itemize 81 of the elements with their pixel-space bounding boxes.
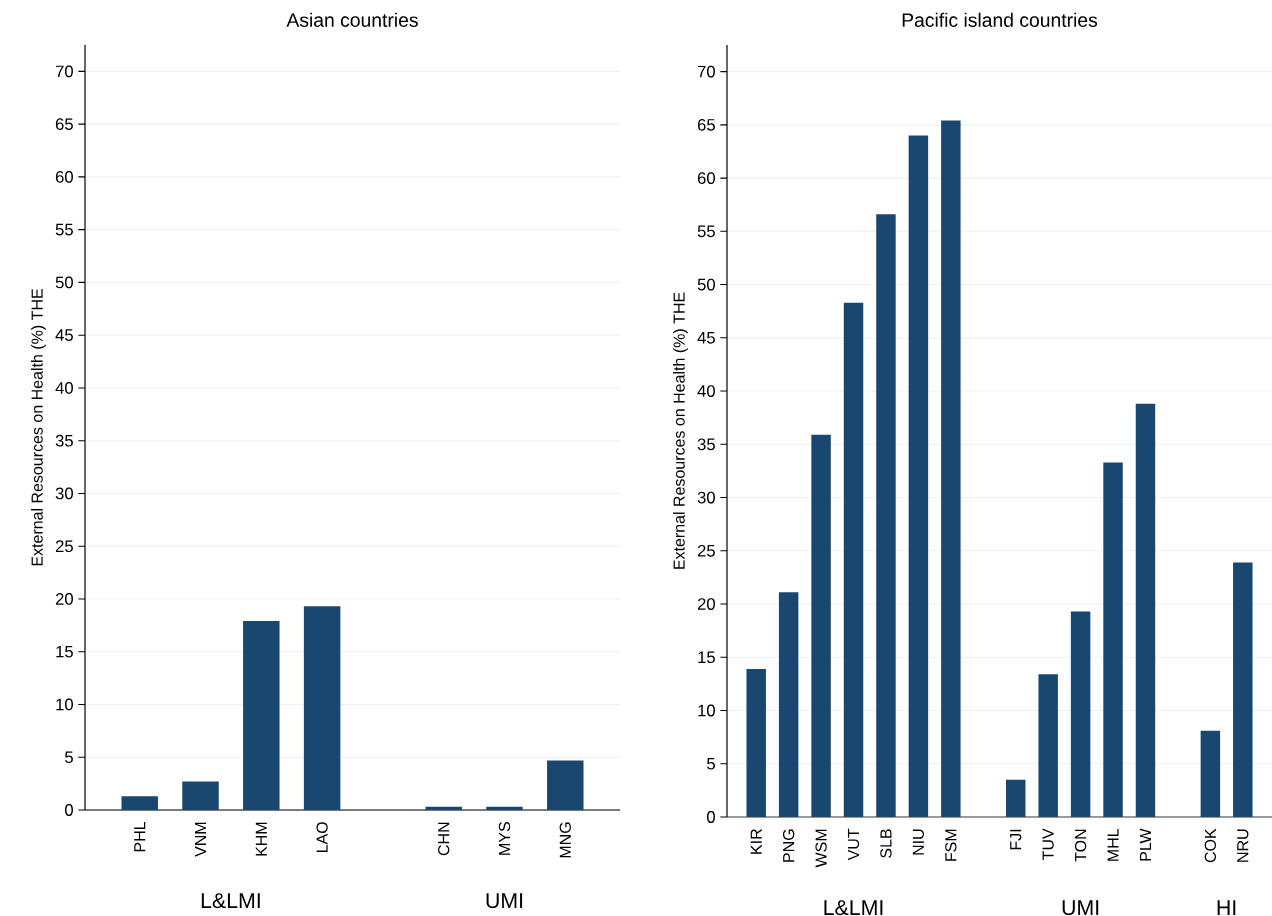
x-tick-label: FJI [1010, 829, 1022, 850]
y-tick-label: 5 [65, 751, 73, 764]
bar [1233, 562, 1253, 817]
y-tick-label: 50 [55, 276, 73, 289]
text: UMI [1062, 900, 1099, 916]
text: UMI [486, 893, 523, 909]
y-tick-label: 30 [55, 487, 73, 500]
bar [1070, 611, 1091, 817]
bar [843, 302, 864, 817]
x-tick-label: VUT [847, 828, 860, 861]
bar [1200, 730, 1221, 817]
y-tick-label: 0 [65, 804, 73, 816]
x-tick-label: PHL [134, 821, 146, 852]
x-tick-label: MYS [498, 822, 511, 855]
bar [303, 606, 341, 810]
y-axis-title: External Resources on Health (%) THE [31, 289, 46, 566]
y-tick-label: 70 [697, 65, 715, 78]
y-tick-label: 5 [707, 757, 715, 770]
x-tick-label: VNM [195, 822, 207, 857]
y-tick-label: 35 [697, 438, 715, 451]
y-tick-label: 45 [55, 329, 73, 341]
bar [908, 135, 929, 817]
chart-title: Asian countries [286, 12, 418, 27]
bar [1038, 674, 1058, 817]
bar [121, 796, 158, 810]
y-tick-label: 15 [56, 645, 73, 658]
text: L&LMI [824, 900, 883, 916]
x-tick-label: NRU [1237, 829, 1249, 862]
x-tick-label: WSM [815, 829, 827, 868]
y-tick-label: 20 [55, 593, 73, 605]
y-tick-label: 40 [697, 385, 715, 397]
bar [243, 621, 280, 810]
y-tick-label: 25 [697, 544, 715, 557]
y-tick-label: 70 [55, 65, 73, 78]
y-tick-label: 0 [707, 811, 715, 823]
y-tick-label: 60 [697, 172, 715, 184]
bar [876, 214, 896, 817]
bar [811, 434, 831, 817]
bar [746, 668, 766, 817]
x-tick-label: PNG [782, 829, 795, 862]
bar [778, 592, 799, 817]
bar [486, 806, 523, 810]
y-tick-label: 40 [55, 382, 73, 394]
chart-title: Pacific island countries [902, 12, 1098, 27]
y-tick-label: 10 [56, 698, 73, 711]
y-tick-label: 45 [697, 332, 715, 344]
y-tick-label: 20 [697, 598, 715, 610]
y-tick-label: 55 [55, 223, 73, 236]
x-tick-label: SLB [880, 829, 892, 858]
x-tick-label: NIU [912, 829, 924, 855]
text: HI [1217, 900, 1236, 915]
bar [182, 781, 219, 810]
y-tick-label: 65 [55, 118, 73, 131]
x-tick-label: FSM [945, 829, 957, 861]
x-tick-label: TUV [1042, 828, 1054, 861]
x-tick-label: KIR [750, 829, 762, 854]
bar [941, 120, 961, 817]
x-tick-label: MNG [559, 822, 571, 858]
x-tick-label: CHN [438, 822, 450, 856]
bar [1135, 403, 1156, 817]
bar [425, 806, 462, 810]
x-tick-label: TON [1074, 829, 1087, 862]
y-tick-label: 65 [697, 118, 715, 131]
y-tick-label: 55 [697, 225, 715, 238]
y-tick-label: 10 [698, 704, 715, 717]
y-tick-label: 15 [698, 651, 715, 664]
x-tick-label: KHM [255, 822, 267, 856]
y-tick-label: 30 [697, 491, 715, 504]
x-tick-label: MHL [1107, 828, 1119, 861]
x-tick-label: PLW [1139, 828, 1151, 861]
y-tick-label: 25 [55, 540, 73, 553]
y-tick-label: 50 [697, 278, 715, 291]
bar [1103, 462, 1123, 817]
x-tick-label: COK [1204, 828, 1217, 863]
text: L&LMI [201, 893, 260, 909]
x-tick-label: LAO [316, 822, 328, 853]
y-tick-label: 35 [55, 434, 73, 447]
y-axis-title: External Resources on Health (%) THE [673, 292, 688, 569]
y-tick-label: 60 [55, 170, 73, 183]
bar [547, 760, 584, 810]
bar [1005, 779, 1026, 817]
